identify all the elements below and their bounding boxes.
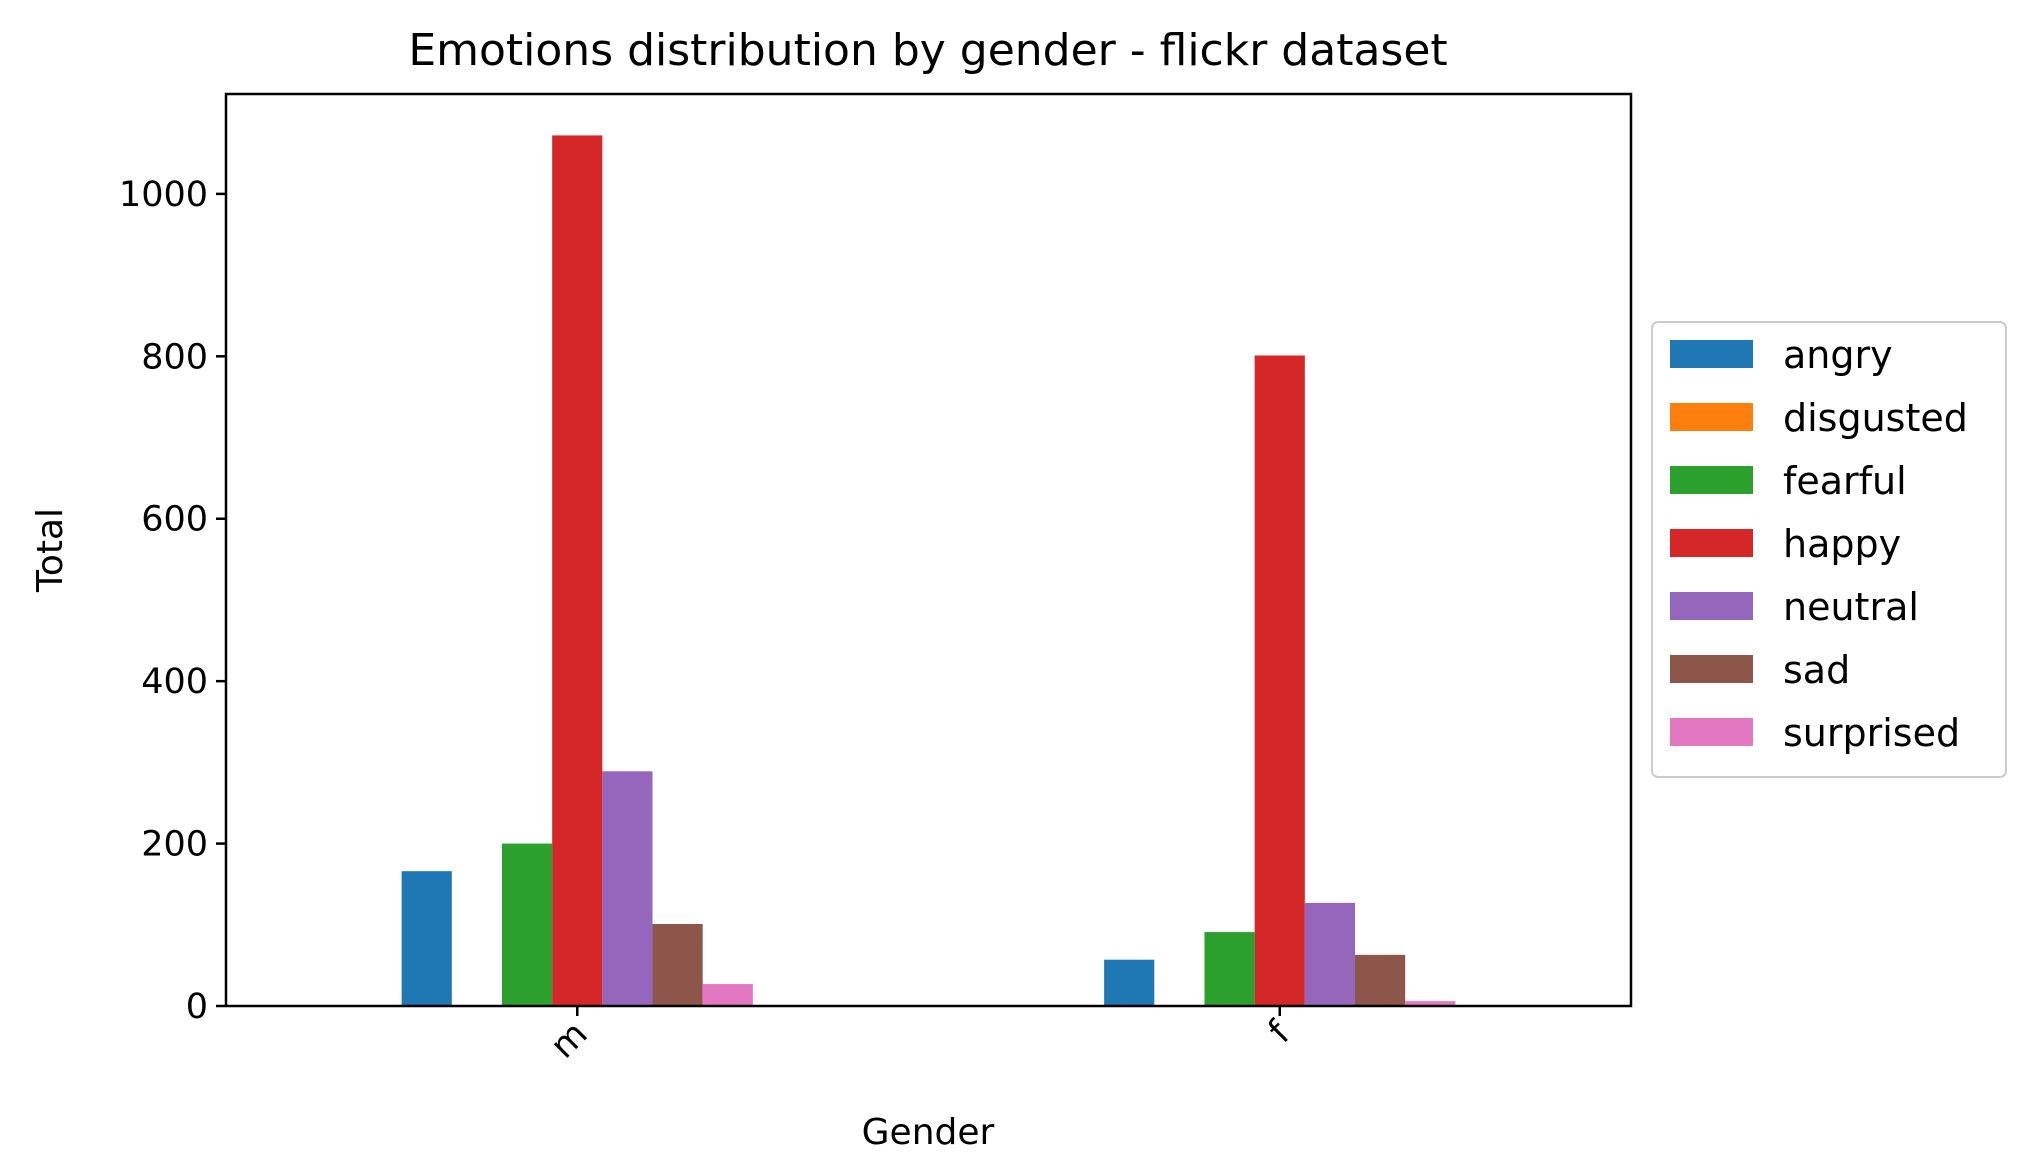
legend-label-disgusted: disgusted — [1783, 396, 1968, 440]
legend-label-happy: happy — [1783, 522, 1901, 566]
y-tick-label: 400 — [141, 662, 208, 702]
y-tick-label: 800 — [141, 337, 208, 377]
bar-happy-m — [552, 135, 603, 1007]
bar-fearful-f — [1204, 932, 1255, 1006]
legend-label-sad: sad — [1783, 648, 1850, 692]
legend-swatch-angry — [1670, 340, 1753, 368]
bar-sad-f — [1355, 954, 1406, 1006]
bar-sad-m — [652, 923, 703, 1006]
bar-neutral-f — [1304, 902, 1356, 1006]
legend-swatch-happy — [1670, 529, 1753, 557]
chart-title: Emotions distribution by gender - flickr… — [408, 25, 1447, 76]
bar-surprised-f — [1405, 1001, 1456, 1006]
bar-angry-f — [1104, 959, 1155, 1006]
legend-swatch-disgusted — [1670, 403, 1753, 431]
y-axis: 0 200 400 600 800 1000 — [119, 175, 226, 1027]
bar-neutral-m — [602, 771, 653, 1006]
legend: angry disgusted fearful happy neutral sad surp… — [1651, 321, 2007, 778]
bar-surprised-m — [702, 984, 753, 1006]
x-axis-label: Gender — [862, 1112, 995, 1153]
y-tick-label: 600 — [141, 500, 208, 540]
bar-angry-m — [401, 871, 452, 1006]
legend-label-neutral: neutral — [1783, 585, 1919, 629]
legend-swatch-sad — [1670, 655, 1753, 683]
legend-swatch-fearful — [1670, 466, 1753, 494]
y-tick-label: 0 — [186, 987, 208, 1027]
legend-swatch-surprised — [1670, 718, 1753, 746]
y-axis-label: Total — [30, 508, 71, 593]
legend-label-fearful: fearful — [1783, 459, 1907, 503]
y-tick-label: 1000 — [119, 175, 208, 215]
plot-area-frame — [224, 92, 1633, 1008]
legend-label-surprised: surprised — [1783, 711, 1960, 755]
legend-label-angry: angry — [1783, 333, 1893, 377]
y-tick-label: 200 — [141, 825, 208, 865]
bars-group — [401, 135, 1456, 1007]
bar-fearful-m — [501, 843, 553, 1006]
bar-happy-f — [1254, 355, 1305, 1006]
legend-swatch-neutral — [1670, 592, 1753, 620]
